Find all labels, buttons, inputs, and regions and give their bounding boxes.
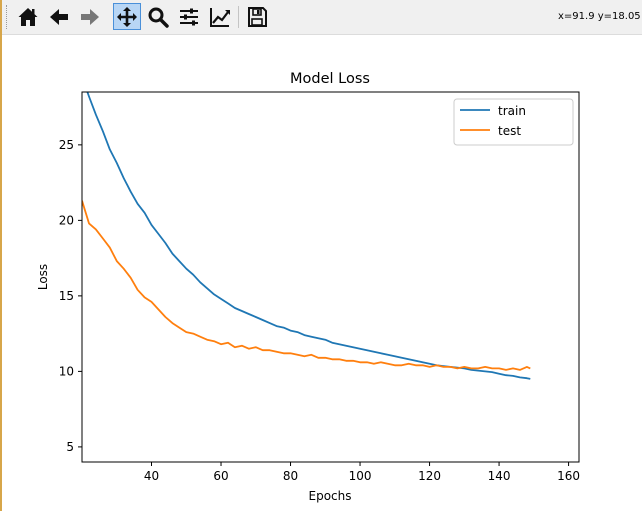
cursor-coordinates: x=91.9 y=18.05	[558, 11, 641, 22]
x-tick-label: 100	[349, 469, 372, 483]
x-tick-label: 120	[418, 469, 441, 483]
legend: train test	[453, 98, 574, 146]
x-tick-label: 40	[144, 469, 159, 483]
y-tick-label: 5	[66, 440, 74, 454]
x-axis-label: Epochs	[309, 489, 352, 503]
edit-axes-icon	[210, 7, 230, 27]
x-tick-label: 140	[488, 469, 511, 483]
configure-subplots-icon	[180, 8, 198, 25]
y-axis-ticks: 5 10 15 20 25	[59, 138, 82, 454]
navigation-toolbar: x=91.9 y=18.05	[2, 0, 642, 35]
edit-axes-button[interactable]	[206, 3, 234, 30]
series-line-test	[82, 200, 531, 371]
x-tick-label: 160	[557, 469, 580, 483]
forward-arrow-icon	[81, 8, 99, 25]
save-button[interactable]	[243, 3, 271, 30]
x-tick-label: 60	[213, 469, 228, 483]
toolbar-separator	[238, 6, 239, 28]
legend-label-test: test	[498, 124, 521, 138]
zoom-magnifier-icon	[148, 7, 169, 28]
home-button[interactable]	[14, 3, 42, 30]
axes-frame	[81, 91, 580, 463]
x-tick-label: 80	[283, 469, 298, 483]
back-button[interactable]	[45, 3, 73, 30]
y-tick-label: 15	[59, 289, 74, 303]
toolbar-grip[interactable]	[6, 5, 9, 29]
pan-move-icon	[117, 6, 137, 27]
figure-canvas[interactable]: Model Loss 40 60 80 100 120 140 160 510152025 …	[2, 35, 642, 511]
pan-button[interactable]	[113, 3, 141, 30]
x-axis-ticks: 40 60 80 100 120 140 160	[144, 462, 580, 483]
home-icon	[18, 7, 38, 26]
plot-series-layer	[82, 92, 531, 380]
zoom-button[interactable]	[144, 3, 172, 30]
save-floppy-icon	[248, 6, 267, 27]
y-tick-label: 10	[59, 364, 74, 378]
chart-title: Model Loss	[290, 71, 370, 87]
y-axis-label: Loss	[36, 264, 50, 290]
forward-button[interactable]	[76, 3, 104, 30]
subplots-button[interactable]	[175, 3, 203, 30]
y-tick-label: 25	[59, 138, 74, 152]
legend-label-train: train	[498, 104, 526, 118]
y-tick-label: 20	[59, 213, 74, 227]
window-edge	[0, 0, 2, 511]
back-arrow-icon	[50, 8, 68, 25]
